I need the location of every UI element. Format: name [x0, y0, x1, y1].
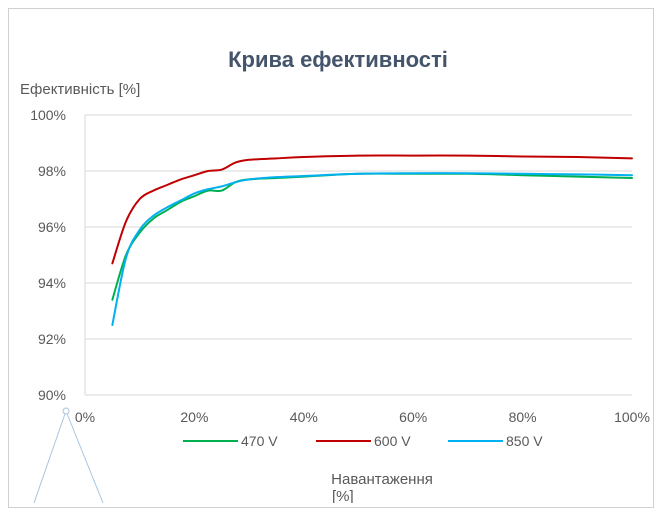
series-lines — [111, 154, 633, 326]
series-line-600-v — [111, 154, 633, 265]
chart-frame — [8, 8, 654, 508]
x-tick-label: 20% — [180, 409, 208, 425]
legend: 470 V 600 V 850 V — [183, 433, 543, 449]
y-tick-label: 98% — [38, 163, 66, 179]
legend-label: 470 V — [241, 433, 278, 449]
x-tick-label: 60% — [399, 409, 427, 425]
x-tick-label: 80% — [509, 409, 537, 425]
selection-handle-decoration — [33, 407, 104, 503]
x-axis-label-unit: [%] — [332, 488, 354, 503]
legend-label: 600 V — [374, 433, 411, 449]
x-tick-labels: 0% 20% 40% 60% 80% 100% — [75, 409, 650, 425]
y-tick-label: 92% — [38, 331, 66, 347]
x-tick-label: 100% — [614, 409, 650, 425]
gridlines — [84, 114, 632, 396]
y-tick-label: 90% — [38, 387, 66, 403]
series-line-850-v — [111, 172, 633, 326]
y-tick-labels: 90% 92% 94% 96% 98% 100% — [30, 107, 66, 403]
y-tick-label: 100% — [30, 107, 66, 123]
chart-title: Крива ефективності — [228, 47, 448, 72]
x-tick-label: 40% — [290, 409, 318, 425]
y-tick-label: 96% — [38, 219, 66, 235]
x-tick-label: 0% — [75, 409, 95, 425]
x-axis-label: Навантаження — [331, 471, 433, 488]
y-tick-label: 94% — [38, 275, 66, 291]
y-axis-label: Ефективність [%] — [20, 81, 140, 98]
series-line-470-v — [111, 172, 633, 301]
legend-label: 850 V — [506, 433, 543, 449]
